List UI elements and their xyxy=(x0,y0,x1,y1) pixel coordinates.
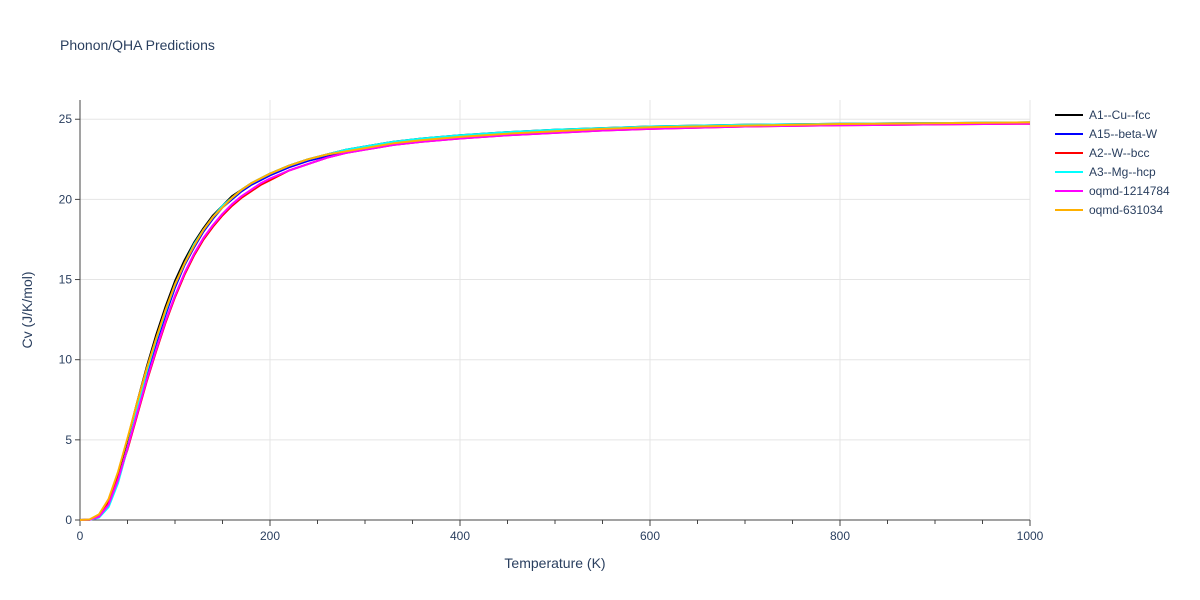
y-tick-labels: 0 5 10 15 20 25 xyxy=(59,112,73,527)
y-tick-label: 25 xyxy=(59,112,73,126)
y-tick-label: 20 xyxy=(59,192,73,206)
legend-item[interactable]: A2--W--bcc xyxy=(1055,146,1149,160)
x-tick-label: 600 xyxy=(640,529,660,543)
legend-item[interactable]: A1--Cu--fcc xyxy=(1055,108,1150,122)
series-line-oqmd-1214784[interactable] xyxy=(79,122,1031,521)
x-tick-label: 400 xyxy=(450,529,470,543)
legend-label: A1--Cu--fcc xyxy=(1089,108,1150,122)
y-tick-label: 5 xyxy=(65,433,72,447)
gridlines xyxy=(80,100,1031,520)
chart-title: Phonon/QHA Predictions xyxy=(60,37,215,53)
legend-label: A2--W--bcc xyxy=(1089,146,1149,160)
y-tick-label: 15 xyxy=(59,273,73,287)
legend-item[interactable]: oqmd-631034 xyxy=(1055,203,1163,217)
axes xyxy=(75,100,1031,526)
series-line-oqmd-631034[interactable] xyxy=(79,121,1031,521)
legend-label: A3--Mg--hcp xyxy=(1089,165,1156,179)
y-tick-label: 0 xyxy=(65,513,72,527)
x-tick-label: 800 xyxy=(830,529,850,543)
x-tick-label: 1000 xyxy=(1017,529,1044,543)
x-tick-label: 0 xyxy=(77,529,84,543)
plot-area[interactable] xyxy=(79,121,1031,521)
x-axis-title: Temperature (K) xyxy=(504,555,605,571)
legend-item[interactable]: A3--Mg--hcp xyxy=(1055,165,1156,179)
y-axis-title: Cv (J/K/mol) xyxy=(19,272,35,349)
legend-item[interactable]: A15--beta-W xyxy=(1055,127,1158,141)
y-tick-label: 10 xyxy=(59,353,73,367)
x-tick-label: 200 xyxy=(260,529,280,543)
legend[interactable]: A1--Cu--fcc A15--beta-W A2--W--bcc A3--Mg--… xyxy=(1055,108,1170,217)
legend-label: A15--beta-W xyxy=(1089,127,1158,141)
legend-label: oqmd-631034 xyxy=(1089,203,1163,217)
legend-label: oqmd-1214784 xyxy=(1089,184,1170,198)
legend-item[interactable]: oqmd-1214784 xyxy=(1055,184,1170,198)
x-tick-labels: 0 200 400 600 800 1000 xyxy=(77,529,1044,543)
